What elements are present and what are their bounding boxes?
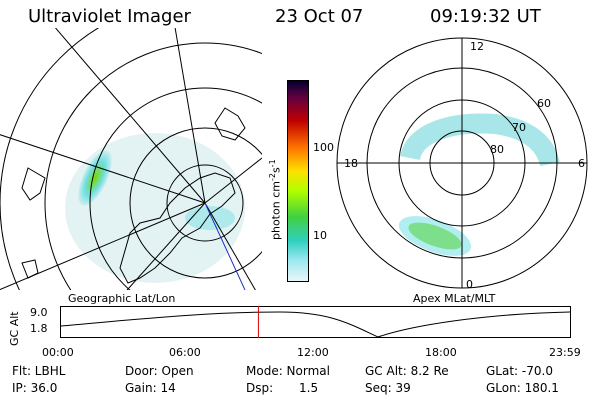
dsp-label: Dsp: — [246, 381, 274, 395]
aurora-blob-left — [78, 150, 112, 206]
instrument-title: Ultraviolet Imager — [28, 6, 191, 27]
lat-circle — [89, 87, 262, 290]
apex-panel-label: Apex MLat/MLT — [413, 292, 496, 305]
geographic-map — [0, 28, 262, 290]
colorbar-unit-label: photon cm-2s-1 — [268, 159, 283, 240]
timeline-ylabel: GC Alt — [8, 311, 21, 346]
glon-value: GLon: 180.1 — [486, 381, 559, 395]
timeline-ytick-min: 1.8 — [30, 322, 48, 335]
lat-circle — [44, 42, 262, 290]
meridian — [204, 202, 256, 290]
meridian-blue — [204, 202, 246, 290]
mlt-label-18: 18 — [344, 157, 358, 170]
mlat-label-80: 80 — [490, 143, 504, 156]
door-status: Door: Open — [125, 364, 194, 378]
mlt-label-6: 6 — [578, 157, 585, 170]
polar-mlt-plot — [336, 37, 588, 289]
lat-circle — [129, 127, 262, 279]
altitude-curve — [60, 311, 571, 338]
glat-value: GLat: -70.0 — [486, 364, 553, 378]
colorbar-tick-10: 10 — [313, 229, 327, 242]
meridian — [0, 134, 206, 204]
timeline-xtick-2: 12:00 — [297, 346, 329, 359]
ip-value: IP: 36.0 — [12, 381, 58, 395]
time-label: 09:19:32 UT — [430, 6, 541, 27]
colorbar-tick-100: 100 — [313, 141, 334, 154]
mlt-label-0: 0 — [466, 278, 473, 291]
timeline-plot — [60, 306, 571, 338]
filter-value: Flt: LBHL — [12, 364, 66, 378]
geographic-panel-label: Geographic Lat/Lon — [68, 292, 176, 305]
meridian — [54, 28, 206, 204]
meridian — [126, 202, 206, 290]
meridian — [0, 202, 206, 290]
timeline-xtick-0: 00:00 — [42, 346, 74, 359]
gc-alt-value: GC Alt: 8.2 Re — [365, 364, 449, 378]
lat-circle — [166, 164, 244, 242]
coastline-arctic — [214, 107, 246, 141]
mode-value: Mode: Normal — [246, 364, 330, 378]
coastline-greenland — [119, 172, 236, 284]
meridian — [174, 28, 206, 204]
timeline-xtick-3: 18:00 — [425, 346, 457, 359]
mlt-label-12: 12 — [470, 40, 484, 53]
dsp-value: 1.5 — [299, 381, 319, 395]
aurora-blob-right — [185, 206, 235, 230]
timeline-xtick-4: 23:59 — [549, 346, 581, 359]
date-label: 23 Oct 07 — [275, 6, 364, 27]
coastline-bay — [21, 259, 39, 279]
aurora-oval-band — [400, 113, 560, 167]
gain-value: Gain: 14 — [125, 381, 176, 395]
seq-value: Seq: 39 — [365, 381, 411, 395]
timeline-xtick-1: 06:00 — [169, 346, 201, 359]
timeline-ytick-max: 9.0 — [30, 306, 48, 319]
coastline-canada — [21, 167, 46, 201]
aurora-glow — [398, 216, 472, 256]
mlat-label-60: 60 — [537, 97, 551, 110]
mlat-label-70: 70 — [512, 121, 526, 134]
colorbar — [287, 80, 309, 282]
meridian — [204, 157, 262, 204]
